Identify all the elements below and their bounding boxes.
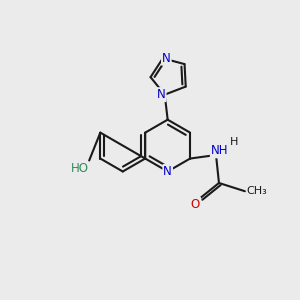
- Text: N: N: [163, 165, 172, 178]
- Text: N: N: [157, 88, 166, 101]
- Text: H: H: [230, 137, 238, 147]
- Text: HO: HO: [71, 162, 89, 175]
- Text: N: N: [162, 52, 171, 65]
- Text: O: O: [191, 198, 200, 211]
- Text: CH₃: CH₃: [247, 186, 268, 196]
- Text: NH: NH: [211, 144, 228, 158]
